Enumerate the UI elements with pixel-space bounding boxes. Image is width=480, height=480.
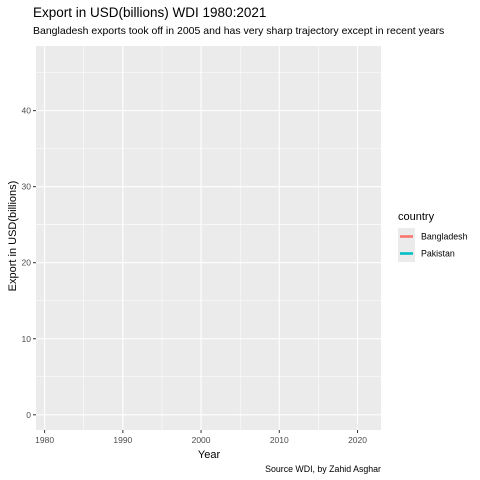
grid-minor — [36, 46, 381, 430]
y-tick-label: 30 — [22, 182, 32, 192]
chart-caption: Source WDI, by Zahid Asghar — [265, 464, 381, 474]
y-tick-label: 40 — [22, 106, 32, 116]
x-axis: 1980 1990 2000 2010 2020 — [35, 430, 367, 445]
y-axis: 0 10 20 30 40 — [22, 106, 36, 420]
x-tick-label: 2020 — [348, 435, 367, 445]
legend-label: Bangladesh — [421, 232, 468, 242]
legend-label: Pakistan — [421, 249, 455, 259]
y-axis-label: Export in USD(billions) — [7, 181, 19, 292]
legend-title: country — [398, 211, 435, 223]
x-axis-label: Year — [198, 449, 221, 461]
legend: country Bangladesh Pakistan — [398, 211, 468, 262]
x-tick-label: 2000 — [192, 435, 211, 445]
chart-title: Export in USD(billions) WDI 1980:2021 — [33, 5, 266, 20]
grid-major — [36, 46, 381, 430]
plot-panel — [36, 46, 381, 430]
chart-subtitle: Bangladesh exports took off in 2005 and … — [33, 25, 444, 37]
x-tick-label: 1990 — [113, 435, 132, 445]
y-tick-label: 10 — [22, 334, 32, 344]
x-tick-label: 1980 — [35, 435, 54, 445]
y-tick-label: 20 — [22, 258, 32, 268]
x-tick-label: 2010 — [270, 435, 289, 445]
y-tick-label: 0 — [26, 410, 31, 420]
